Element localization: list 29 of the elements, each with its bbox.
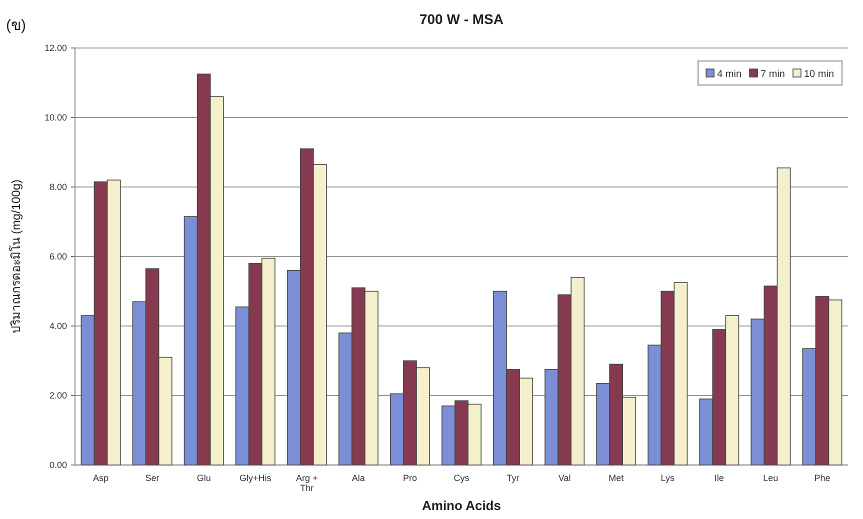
- y-tick-label: 10.00: [44, 112, 67, 122]
- x-tick-label: Leu: [763, 473, 778, 483]
- x-tick-label: Gly+His: [239, 473, 272, 483]
- x-tick-label: Arg + Thr: [296, 473, 318, 493]
- x-axis-title: Amino Acids: [422, 498, 501, 513]
- x-tick-label: Cys: [454, 473, 470, 483]
- x-tick-label: Ser: [145, 473, 160, 483]
- y-tick-label: 12.00: [44, 43, 67, 53]
- y-tick-label: 8.00: [49, 182, 67, 192]
- y-axis-title: ปริมาณกรดอะมิโน (mg/100g): [9, 179, 23, 334]
- x-tick-label: Glu: [196, 473, 211, 483]
- legend-label: 4 min: [717, 69, 742, 80]
- x-tick-label: Asp: [93, 473, 109, 483]
- x-tick-label: Ala: [352, 473, 365, 483]
- x-tick-label: Tyr: [506, 473, 520, 483]
- legend-label: 10 min: [804, 69, 834, 80]
- legend-label: 7 min: [760, 69, 785, 80]
- y-tick-label: 0.00: [49, 460, 67, 470]
- chart-title: 700 W - MSA: [419, 11, 504, 27]
- x-tick-label: Phe: [814, 473, 830, 483]
- text: (ข): [6, 17, 26, 34]
- x-tick-label: Lys: [660, 473, 675, 483]
- y-tick-label: 6.00: [49, 252, 67, 262]
- x-tick-label: Pro: [402, 473, 417, 483]
- x-tick-label: Met: [608, 473, 624, 483]
- y-tick-label: 4.00: [49, 321, 67, 331]
- x-tick-label: Val: [558, 473, 571, 483]
- y-tick-label: 2.00: [49, 390, 67, 400]
- x-tick-label: Ile: [714, 473, 724, 483]
